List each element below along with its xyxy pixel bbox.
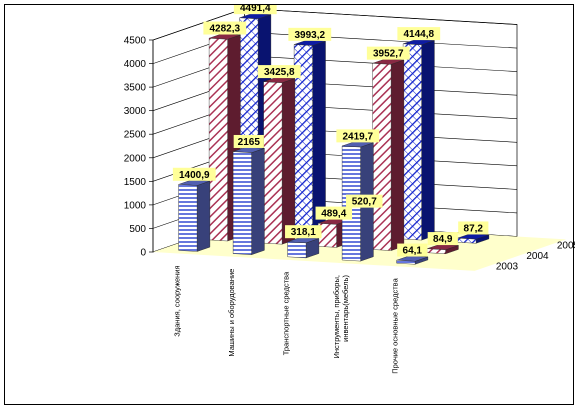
data-label: 87,2 <box>458 221 489 235</box>
y-axis-ticks: 0 500 1000 1500 2000 2500 3000 3500 4000 4500 <box>124 36 154 259</box>
series-label: 2004 <box>526 251 549 262</box>
series-label: 2005 <box>557 241 575 252</box>
y-tick-label: 4000 <box>124 59 147 70</box>
y-tick-label: 2000 <box>124 153 147 164</box>
svg-text:3993,2: 3993,2 <box>294 30 325 41</box>
y-tick-label: 0 <box>140 248 146 259</box>
series-label: 2003 <box>496 262 519 273</box>
svg-text:1400,9: 1400,9 <box>179 170 210 181</box>
data-labels: 4491,4 3993,2 520,7 4144,8 87,2 4282,3 3425,8 4… <box>172 5 489 257</box>
category-label: Машины и оборудование <box>227 269 236 357</box>
data-label: 520,7 <box>346 194 383 208</box>
svg-text:489,4: 489,4 <box>321 209 346 220</box>
data-label: 2165 <box>233 134 264 148</box>
data-label: 4144,8 <box>397 27 441 41</box>
data-label: 4491,4 <box>233 5 277 15</box>
y-tick-label: 2500 <box>124 130 147 141</box>
bar-2003-2 <box>287 237 320 259</box>
svg-text:3425,8: 3425,8 <box>264 67 295 78</box>
y-tick-label: 1500 <box>124 177 147 188</box>
svg-text:520,7: 520,7 <box>352 197 377 208</box>
bar-2003-0 <box>178 179 211 252</box>
category-label: Инструменты, приборы,инвентарь(мебель) <box>332 275 350 359</box>
svg-text:2419,7: 2419,7 <box>342 131 373 142</box>
y-tick-label: 4500 <box>124 36 147 47</box>
svg-text:64,1: 64,1 <box>403 246 423 257</box>
svg-text:84,9: 84,9 <box>433 234 453 245</box>
data-label: 3952,7 <box>366 46 410 60</box>
svg-text:318,1: 318,1 <box>291 227 316 238</box>
y-tick-label: 3500 <box>124 83 147 94</box>
category-labels: Здания, сооружения Машины и оборудование Т… <box>173 265 400 373</box>
chart-frame: 0 500 1000 1500 2000 2500 3000 3500 4000 4500 449… <box>4 4 575 405</box>
bar-2003-4 <box>396 255 429 265</box>
bar-2004-3 <box>372 58 405 251</box>
data-label: 2419,7 <box>336 129 380 143</box>
bar-2005-1 <box>293 39 326 234</box>
chart-svg: 0 500 1000 1500 2000 2500 3000 3500 4000 4500 449… <box>124 5 575 374</box>
bar-2003-1 <box>232 146 265 255</box>
bar-2005-3 <box>402 39 435 241</box>
category-label: Прочие основные средства <box>391 277 400 373</box>
y-tick-label: 1000 <box>124 200 147 211</box>
bars <box>178 13 490 265</box>
data-label: 64,1 <box>397 243 428 257</box>
svg-text:4491,4: 4491,4 <box>240 5 271 14</box>
data-label: 318,1 <box>285 225 322 239</box>
category-label: Транспортные средства <box>282 271 291 355</box>
data-label: 489,4 <box>315 206 353 220</box>
y-tick-label: 3000 <box>124 106 147 117</box>
series-labels: 2003 2004 2005 <box>496 241 575 273</box>
data-label: 84,9 <box>427 232 458 246</box>
data-label: 4282,3 <box>203 21 247 35</box>
y-tick-label: 500 <box>129 224 146 235</box>
svg-text:4144,8: 4144,8 <box>403 29 434 40</box>
bar-2004-4 <box>426 244 459 255</box>
svg-text:4282,3: 4282,3 <box>209 24 240 35</box>
category-label: Здания, сооружения <box>173 265 182 336</box>
svg-text:2165: 2165 <box>238 137 261 148</box>
bar-2005-4 <box>457 233 490 244</box>
data-label: 1400,9 <box>172 167 216 181</box>
bar-2004-1 <box>263 77 296 245</box>
data-label: 3425,8 <box>257 65 301 79</box>
svg-text:87,2: 87,2 <box>464 223 484 234</box>
svg-text:3952,7: 3952,7 <box>373 49 404 60</box>
data-label: 3993,2 <box>288 27 332 41</box>
